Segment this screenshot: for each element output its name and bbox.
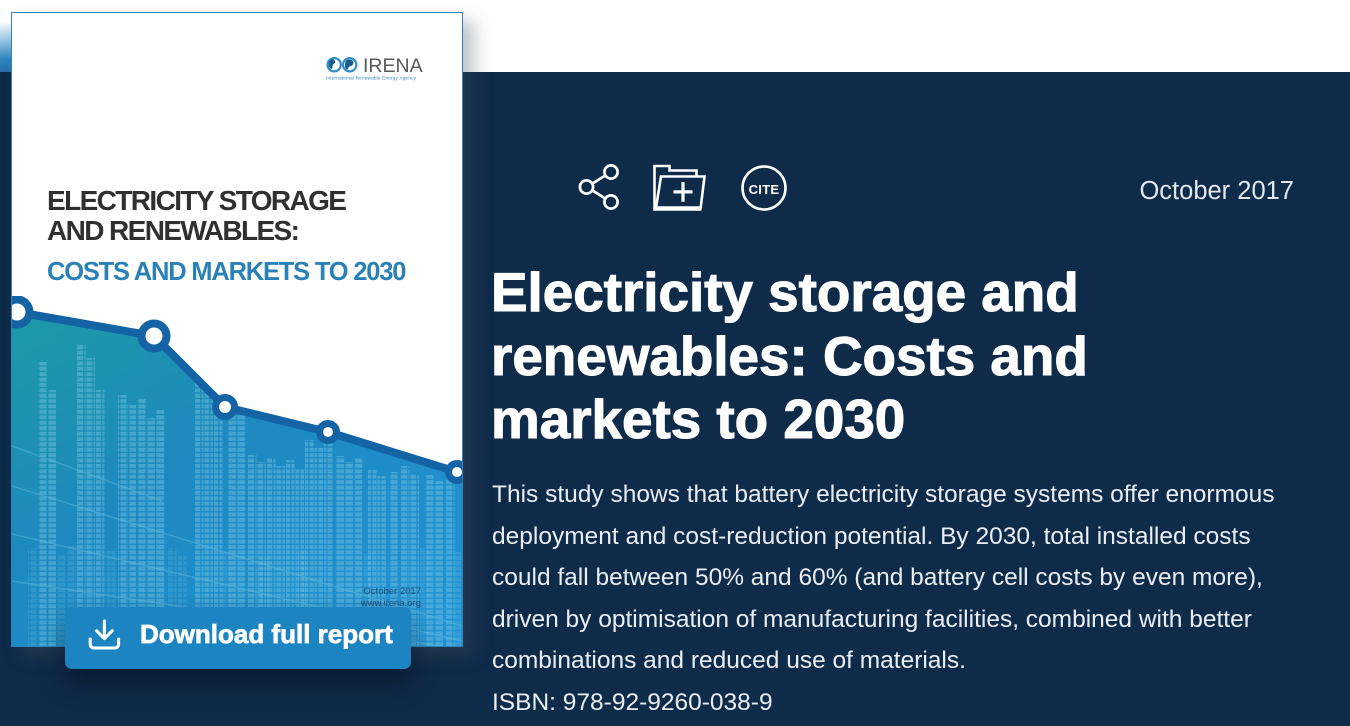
svg-text:CITE: CITE: [749, 182, 780, 197]
svg-text:International Renewable Energy: International Renewable Energy Agency: [326, 75, 417, 80]
svg-text:IRENA: IRENA: [363, 55, 423, 77]
